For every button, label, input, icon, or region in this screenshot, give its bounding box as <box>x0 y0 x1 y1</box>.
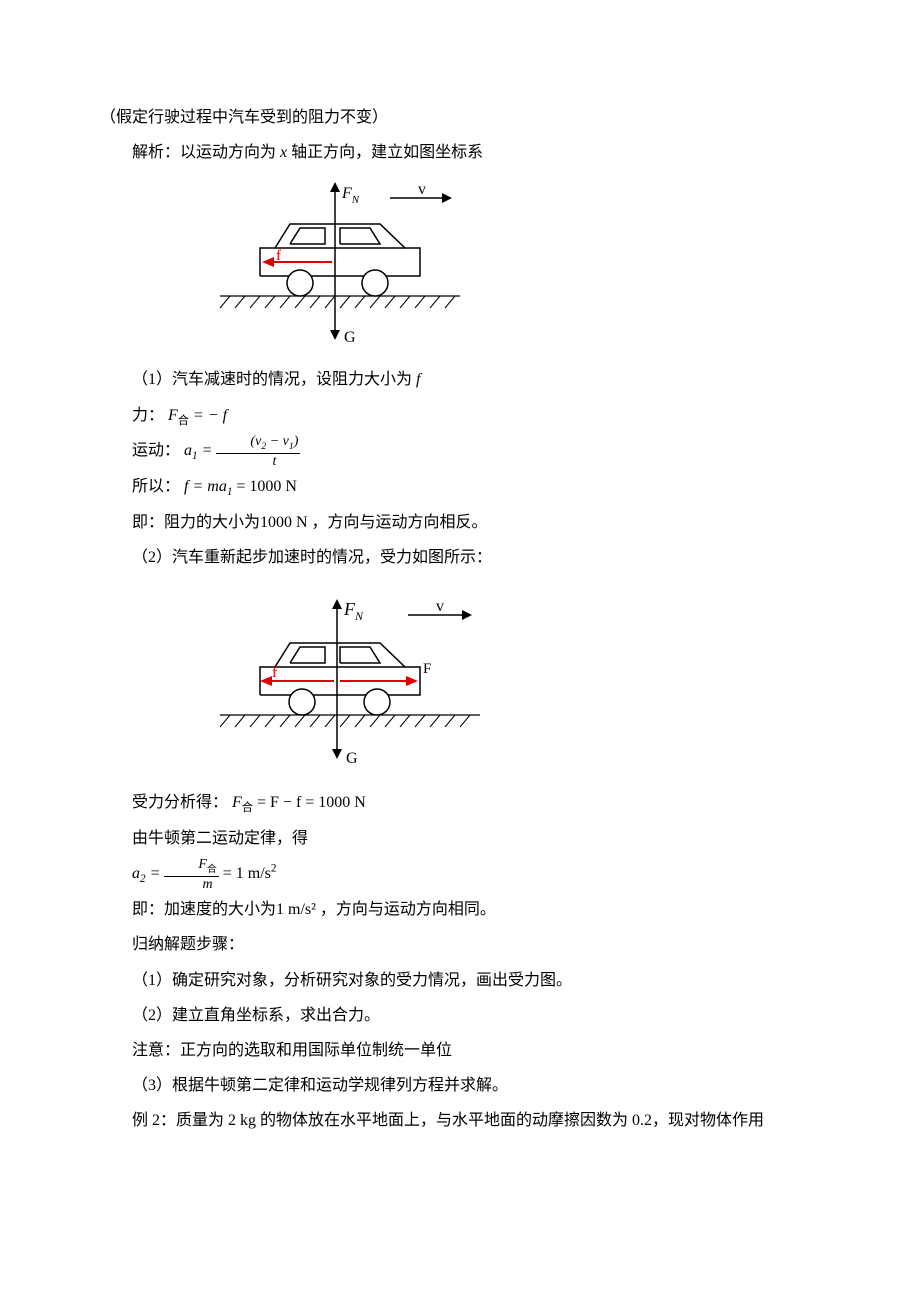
q2-conclusion: 即：加速度的大小为1 m/s² ，方向与运动方向相同。 <box>100 892 820 927</box>
example-2: 例 2：质量为 2 kg 的物体放在水平地面上，与水平地面的动摩擦因数为 0.2… <box>100 1103 820 1138</box>
step-1: （1）确定研究对象，分析研究对象的受力情况，画出受力图。 <box>100 963 820 998</box>
text: 解析：以运动方向为 <box>132 144 280 161</box>
big-f-label: F <box>423 661 431 677</box>
car-diagram-2: FN v f F G <box>210 593 490 773</box>
eq5: a2 = F合 m = 1 m/s2 <box>132 865 276 882</box>
fn-label: FN <box>343 599 364 623</box>
v-label: v <box>436 598 444 615</box>
q1-conclusion: 即：阻力的大小为1000 N ，方向与运动方向相反。 <box>100 505 820 540</box>
premise: （假定行驶过程中汽车受到的阻力不变） <box>100 100 820 135</box>
g-label: G <box>344 329 356 346</box>
text: 轴正方向，建立如图坐标系 <box>287 144 483 161</box>
f-var: f <box>416 371 420 388</box>
fn-label: FN <box>341 185 360 206</box>
force-analysis: 受力分析得： F合 = F − f = 1000 N <box>100 785 820 821</box>
newton-law: 由牛顿第二运动定律，得 <box>100 821 820 856</box>
step-2: （2）建立直角坐标系，求出合力。 <box>100 998 820 1033</box>
note: 注意：正方向的选取和用国际单位制统一单位 <box>100 1033 820 1068</box>
eq4: F合 = F − f = 1000 N <box>232 794 366 811</box>
label: 受力分析得： <box>132 794 228 811</box>
analysis-intro: 解析：以运动方向为 x 轴正方向，建立如图坐标系 <box>100 135 820 170</box>
diagram-1: FN v f G <box>210 176 820 356</box>
eq1: F合 = − f <box>168 407 227 424</box>
text: （1）汽车减速时的情况，设阻力大小为 <box>132 371 416 388</box>
q2-heading: （2）汽车重新起步加速时的情况，受力如图所示： <box>100 540 820 575</box>
motion-eq: 运动： a1 = (v2 − v1) t <box>100 433 820 469</box>
accel-eq: a2 = F合 m = 1 m/s2 <box>100 856 820 892</box>
label: 力： <box>132 407 164 424</box>
diagram-2: FN v f F G <box>210 593 820 773</box>
force-eq: 力： F合 = − f <box>100 398 820 434</box>
q1-heading: （1）汽车减速时的情况，设阻力大小为 f <box>100 362 820 397</box>
f-label: f <box>272 665 277 681</box>
v-label: v <box>418 181 426 198</box>
g-label: G <box>346 750 358 767</box>
f-label: f <box>276 248 281 264</box>
eq2: a1 = (v2 − v1) t <box>184 442 300 459</box>
so-eq: 所以： f = ma1 = 1000 N <box>100 469 820 505</box>
label: 运动： <box>132 442 180 459</box>
eq3: f = ma1 = 1000 N <box>184 478 297 495</box>
summary-title: 归纳解题步骤： <box>100 927 820 962</box>
car-diagram-1: FN v f G <box>210 176 470 356</box>
label: 所以： <box>132 478 180 495</box>
step-3: （3）根据牛顿第二定律和运动学规律列方程并求解。 <box>100 1068 820 1103</box>
page: （假定行驶过程中汽车受到的阻力不变） 解析：以运动方向为 x 轴正方向，建立如图… <box>0 0 920 1199</box>
